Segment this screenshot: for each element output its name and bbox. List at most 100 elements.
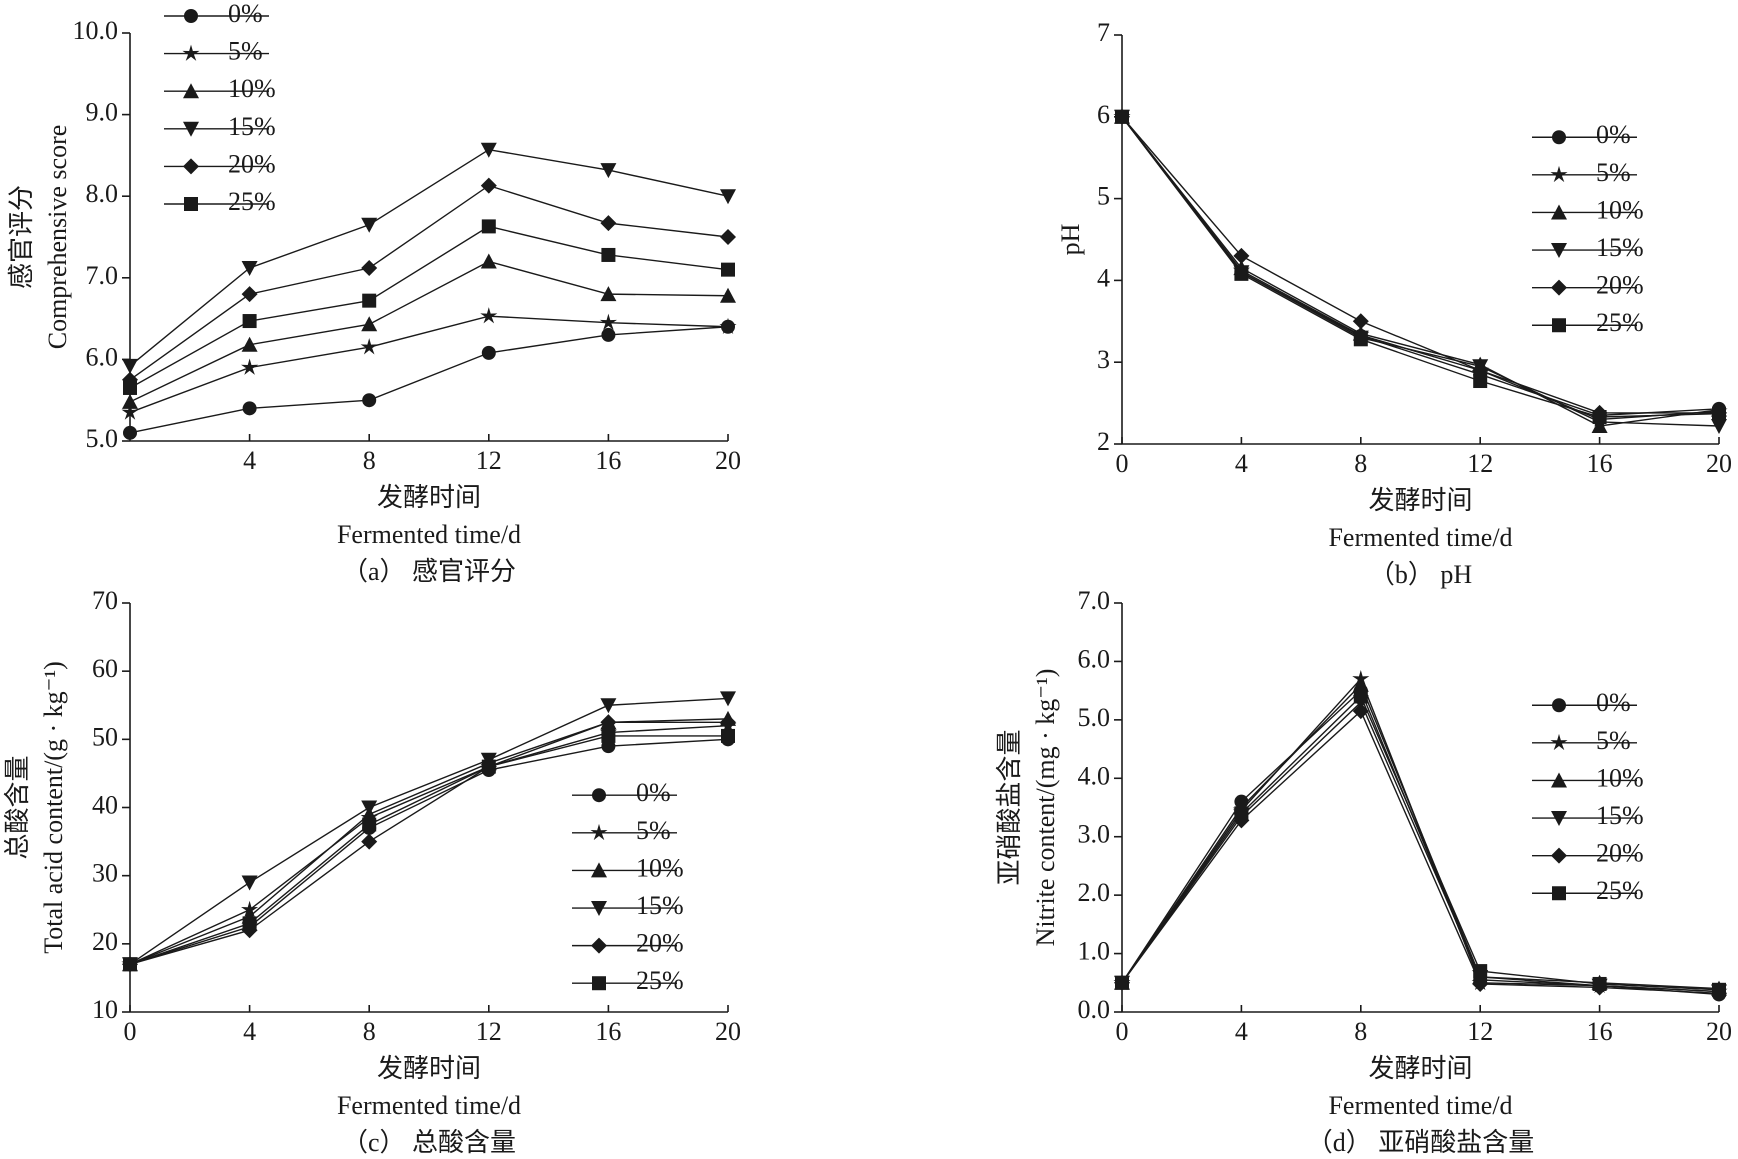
marker [599, 313, 617, 330]
series-line [129, 738, 729, 965]
marker [481, 345, 496, 360]
x-tick-label: 4 [243, 446, 256, 475]
y-tick-label: 7 [1097, 18, 1110, 47]
marker [241, 336, 258, 352]
marker [183, 83, 199, 99]
legend-label: 5% [228, 37, 263, 66]
legend-label: 5% [1596, 726, 1631, 755]
x-tick-label: 12 [1467, 1017, 1493, 1046]
y-tick-label: 5.0 [86, 424, 119, 453]
legend-label: 0% [1596, 120, 1631, 149]
x-axis-label: 发酵时间 [1368, 486, 1472, 515]
marker [361, 800, 378, 816]
marker [601, 728, 616, 743]
marker [121, 403, 139, 420]
marker [481, 219, 496, 234]
series-line [129, 225, 729, 389]
x-axis-label: Fermented time/d [1328, 1091, 1512, 1120]
y-axis-label: Nitrite content/(mg · kg⁻¹) [1031, 669, 1060, 947]
marker [1552, 130, 1566, 145]
marker [600, 163, 617, 179]
marker [1712, 406, 1726, 421]
legend-label: 15% [228, 112, 276, 141]
y-tick-label: 10 [92, 995, 118, 1024]
marker [480, 307, 498, 324]
legend-label: 15% [1596, 233, 1644, 262]
marker [600, 698, 617, 714]
series-line [129, 315, 729, 414]
legend-label: 5% [636, 816, 671, 845]
x-tick-label: 12 [1467, 449, 1493, 478]
legend-label: 15% [1596, 801, 1644, 830]
marker [600, 714, 617, 731]
marker [720, 229, 736, 245]
y-tick-label: 6.0 [1078, 644, 1111, 673]
marker [1551, 772, 1567, 788]
marker [1234, 266, 1249, 281]
marker [122, 358, 138, 374]
legend-label: 20% [636, 929, 684, 958]
marker [600, 215, 617, 232]
x-tick-label: 16 [1587, 449, 1613, 478]
x-tick-label: 20 [715, 446, 741, 475]
y-tick-label: 4 [1097, 263, 1110, 292]
x-axis-label: 发酵时间 [1368, 1054, 1472, 1083]
marker [1552, 318, 1566, 333]
y-tick-label: 1.0 [1078, 937, 1111, 966]
legend-label: 10% [636, 853, 684, 882]
y-tick-label: 0.0 [1078, 995, 1111, 1024]
marker [592, 976, 606, 991]
marker [1233, 247, 1250, 264]
y-axis-label: 总酸含量 [3, 755, 32, 859]
marker [720, 691, 736, 707]
marker [241, 358, 259, 375]
marker [183, 121, 199, 137]
legend-label: 25% [1596, 876, 1644, 905]
series-line [129, 326, 729, 434]
x-tick-label: 0 [1116, 449, 1129, 478]
marker [601, 247, 616, 262]
marker [591, 862, 607, 878]
marker [241, 286, 258, 303]
y-axis-label: 感官评分 [7, 185, 36, 289]
marker [182, 44, 200, 61]
y-tick-label: 10.0 [73, 16, 119, 45]
caption: （d） 亚硝酸盐含量 [1307, 1128, 1535, 1157]
x-tick-label: 20 [1706, 1017, 1732, 1046]
marker [592, 788, 606, 803]
y-tick-label: 9.0 [86, 98, 119, 127]
x-tick-label: 8 [363, 1017, 376, 1046]
series-line [129, 725, 729, 965]
legend-label: 15% [636, 891, 684, 920]
marker [591, 937, 607, 954]
marker [361, 316, 378, 332]
x-tick-label: 0 [1116, 1017, 1129, 1046]
series-line [129, 260, 729, 403]
x-tick-label: 4 [243, 1017, 256, 1046]
legend-label: 20% [228, 149, 276, 178]
marker [1550, 165, 1568, 183]
marker [1592, 410, 1607, 425]
y-tick-label: 3.0 [1078, 820, 1111, 849]
x-axis-label: 发酵时间 [377, 483, 481, 512]
x-tick-label: 20 [715, 1017, 741, 1046]
marker [481, 759, 496, 774]
marker [480, 253, 497, 269]
marker [1352, 676, 1369, 692]
marker [1115, 109, 1129, 124]
series-line [129, 184, 729, 381]
marker [122, 393, 138, 409]
series-line [1121, 116, 1720, 421]
x-axis-label: Fermented time/d [337, 1091, 521, 1120]
series-line [129, 697, 729, 965]
marker [1712, 982, 1726, 997]
y-axis-label: Total acid content/(g · kg⁻¹) [39, 661, 68, 954]
series-line [129, 735, 728, 965]
x-tick-label: 12 [476, 446, 502, 475]
legend-label: 25% [636, 966, 684, 995]
x-tick-label: 4 [1235, 1017, 1248, 1046]
legend-label: 10% [1596, 195, 1644, 224]
y-tick-label: 5.0 [1078, 703, 1111, 732]
